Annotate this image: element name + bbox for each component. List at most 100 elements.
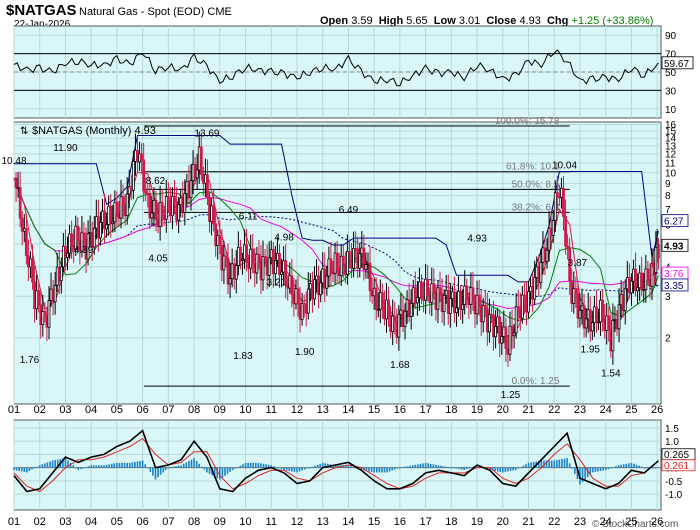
macd-tick-label: 1.5 xyxy=(665,424,679,435)
macd-histogram-bar xyxy=(566,458,568,468)
macd-histogram-bar xyxy=(175,466,177,468)
chart-title: $NATGAS xyxy=(6,2,77,19)
x-tick-label: 23 xyxy=(574,516,586,528)
macd-histogram-bar xyxy=(409,465,411,468)
macd-histogram-bar xyxy=(306,467,309,469)
macd-histogram-bar xyxy=(432,464,435,468)
x-tick-label: 03 xyxy=(59,516,71,528)
candle-body xyxy=(576,293,580,319)
macd-histogram-bar xyxy=(157,467,159,478)
macd-histogram-bar xyxy=(375,467,378,473)
price-tick-label: 8 xyxy=(665,191,671,202)
x-tick-label: 06 xyxy=(137,404,149,416)
fib-level-label: 50.0%: 8.5 xyxy=(512,179,560,190)
macd-histogram-bar xyxy=(373,467,375,473)
macd-histogram-bar xyxy=(429,463,432,468)
candle-body xyxy=(481,304,485,323)
macd-histogram-bar xyxy=(121,462,123,468)
candle-body xyxy=(24,228,28,257)
macd-histogram-bar xyxy=(162,467,165,473)
macd-histogram-bar xyxy=(44,463,46,468)
macd-histogram-bar xyxy=(154,467,157,480)
candle-body xyxy=(166,196,170,201)
x-tick-label: 18 xyxy=(445,516,457,528)
macd-histogram-bar xyxy=(80,467,82,470)
candle-body xyxy=(329,258,333,274)
macd-histogram-bar xyxy=(164,467,167,471)
candle-body xyxy=(564,215,567,247)
x-tick-label: 15 xyxy=(368,516,380,528)
candle-body xyxy=(547,227,551,251)
macd-histogram-bar xyxy=(296,467,298,473)
candle-body xyxy=(255,253,259,274)
macd-histogram-bar xyxy=(453,467,455,469)
macd-histogram-bar xyxy=(118,462,121,468)
candle-body xyxy=(341,255,345,265)
candle-body xyxy=(284,260,288,286)
macd-histogram-bar xyxy=(496,467,499,472)
macd-histogram-bar xyxy=(519,467,522,468)
macd-histogram-bar xyxy=(471,467,473,468)
candle-body xyxy=(654,246,658,273)
candle-body xyxy=(640,272,644,291)
macd-histogram-bar xyxy=(249,462,252,468)
candle-body xyxy=(483,304,487,310)
price-right-label-box xyxy=(661,214,689,228)
price-tick-label: 9 xyxy=(665,179,671,190)
macd-histogram-bar xyxy=(638,465,640,468)
macd-histogram-bar xyxy=(90,465,92,468)
candle-body xyxy=(588,309,592,332)
macd-histogram-bar xyxy=(404,466,406,468)
macd-histogram-bar xyxy=(255,462,257,468)
price-right-label: 6.27 xyxy=(664,217,684,228)
candle-body xyxy=(597,321,600,324)
macd-histogram-bar xyxy=(224,467,226,476)
candle-body xyxy=(171,196,174,217)
candle-body xyxy=(267,257,271,276)
macd-line xyxy=(13,429,659,493)
macd-histogram-bar xyxy=(98,465,100,468)
price-annotation: 11.90 xyxy=(53,143,78,154)
macd-histogram-bar xyxy=(447,467,450,468)
x-tick-label: 10 xyxy=(239,516,251,528)
candle-body xyxy=(352,248,355,269)
candle-body xyxy=(438,287,442,295)
candle-body xyxy=(325,275,329,289)
macd-histogram-bar xyxy=(319,463,321,468)
candle-body xyxy=(222,255,226,271)
macd-histogram-bar xyxy=(198,463,201,468)
macd-histogram-bar xyxy=(512,467,514,471)
candle-body xyxy=(566,245,570,250)
high-value: 5.65 xyxy=(406,15,428,27)
candle-body xyxy=(224,255,228,260)
candle-body xyxy=(212,205,216,225)
macd-histogram-bar xyxy=(617,465,620,468)
candle-body xyxy=(238,246,242,261)
macd-histogram-bar xyxy=(427,463,429,468)
x-tick-label: 05 xyxy=(111,404,123,416)
candle-body xyxy=(226,258,230,285)
macd-histogram-bar xyxy=(360,467,363,471)
macd-histogram-bar xyxy=(450,467,453,469)
macd-histogram-bar xyxy=(283,467,285,471)
x-tick-label: 13 xyxy=(317,516,329,528)
price-annotation: 1.68 xyxy=(390,360,410,371)
candle-body xyxy=(20,217,24,232)
macd-histogram-bar xyxy=(370,467,373,472)
candle-body xyxy=(234,265,238,280)
candle-body xyxy=(582,305,586,329)
price-annotation: 1.76 xyxy=(20,355,40,366)
macd-histogram-bar xyxy=(476,465,478,468)
macd-histogram-bar xyxy=(136,461,139,468)
macd-histogram-bar xyxy=(654,467,657,469)
x-tick-label: 11 xyxy=(266,516,277,528)
x-tick-label: 09 xyxy=(214,516,226,528)
macd-histogram-bar xyxy=(247,462,249,468)
price-annotation: 10.48 xyxy=(1,156,26,167)
macd-tick-label: -1.0 xyxy=(665,490,683,501)
macd-histogram-bar xyxy=(651,467,654,469)
macd-signal-label: 0.261 xyxy=(664,461,689,472)
x-tick-label: 14 xyxy=(342,516,354,528)
macd-histogram-bar xyxy=(38,465,41,468)
fib-level-label: 100.0%: 15.78 xyxy=(495,116,560,127)
